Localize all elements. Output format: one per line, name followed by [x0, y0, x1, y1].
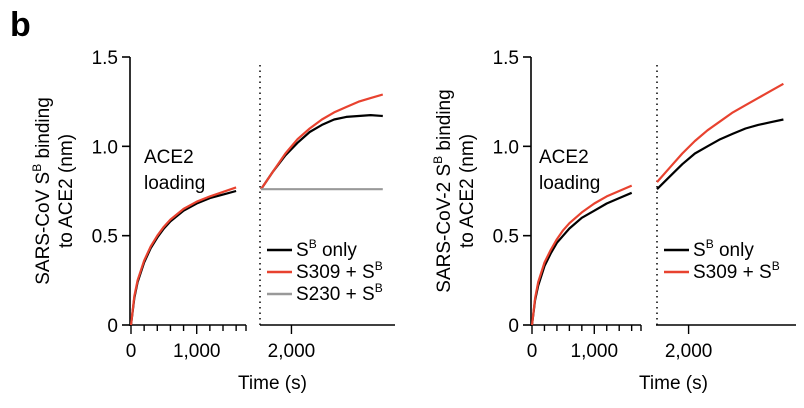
legend-label: S230 + SB: [296, 281, 383, 305]
y-axis-title-line1: SARS-CoV SB binding: [30, 97, 54, 285]
series-line-S-only-loading: [129, 189, 237, 326]
y-axis-title-line1-text: SARS-CoV S: [33, 172, 54, 285]
y-tick-label: 1.0: [92, 137, 118, 158]
y-axis-title-line1-superscript: B: [30, 164, 44, 172]
y-tick-label: 1.0: [493, 137, 519, 158]
legend-label-text-end: only: [714, 240, 755, 261]
y-axis-title-line1-text-end: binding: [33, 97, 54, 164]
x-tick-label: 1,000: [571, 341, 619, 362]
y-tick-label: 1.5: [493, 48, 519, 69]
x-tick-label: 2,000: [665, 341, 713, 362]
y-axis-title-line2: to ACE2 (nm): [56, 134, 77, 248]
x-tick-label: 2,000: [268, 341, 316, 362]
series-line-S-only-assoc: [260, 113, 383, 190]
y-axis-title-line1-superscript: B: [431, 156, 445, 164]
y-axis-title-line1-text: SARS-CoV-2 S: [434, 164, 455, 293]
series-line-S309-assoc: [260, 93, 384, 190]
legend-label: SB only: [693, 237, 754, 261]
annotation-line1: ACE2: [144, 147, 194, 168]
legend-label-text-end: only: [317, 240, 358, 261]
y-tick-label: 1.5: [92, 48, 118, 69]
legend-label-superscript: B: [706, 237, 714, 251]
legend-label: SB only: [296, 237, 357, 261]
panel-letter: b: [10, 6, 31, 44]
y-axis-title-line1: SARS-CoV-2 SB binding: [431, 89, 455, 292]
legend-label-text: S309 + S: [296, 262, 375, 283]
annotation-line2: loading: [539, 173, 600, 194]
series-line-S309-assoc: [656, 82, 784, 183]
legend-label-text: S230 + S: [296, 284, 375, 305]
x-tick-label: 0: [527, 341, 538, 362]
y-tick-label: 0: [107, 316, 118, 337]
legend-label-text: S309 + S: [693, 262, 772, 283]
x-tick-label: 0: [126, 341, 137, 362]
legend-label-text: S: [296, 240, 309, 261]
legend-label-text: S: [693, 240, 706, 261]
legend-label-superscript: B: [772, 259, 780, 273]
annotation-line1: ACE2: [539, 147, 589, 168]
x-tick-label: 1,000: [173, 341, 221, 362]
legend-label: S309 + SB: [296, 259, 383, 283]
y-tick-label: 0: [508, 316, 519, 337]
series-line-S309-loading: [530, 184, 633, 326]
y-axis-title-line2: to ACE2 (nm): [457, 134, 478, 248]
y-tick-label: 0.5: [92, 227, 118, 248]
x-axis-title: Time (s): [639, 373, 708, 394]
legend-label-superscript: B: [375, 259, 383, 273]
series-line-S309-loading: [129, 186, 237, 326]
annotation-line2: loading: [144, 173, 205, 194]
legend-label-superscript: B: [375, 281, 383, 295]
legend-label-superscript: B: [309, 237, 317, 251]
legend-label: S309 + SB: [693, 259, 780, 283]
y-axis-title-line1-text-end: binding: [434, 89, 455, 156]
y-tick-label: 0.5: [493, 227, 519, 248]
x-axis-title: Time (s): [238, 373, 307, 394]
series-line-S-only-assoc: [656, 118, 784, 190]
